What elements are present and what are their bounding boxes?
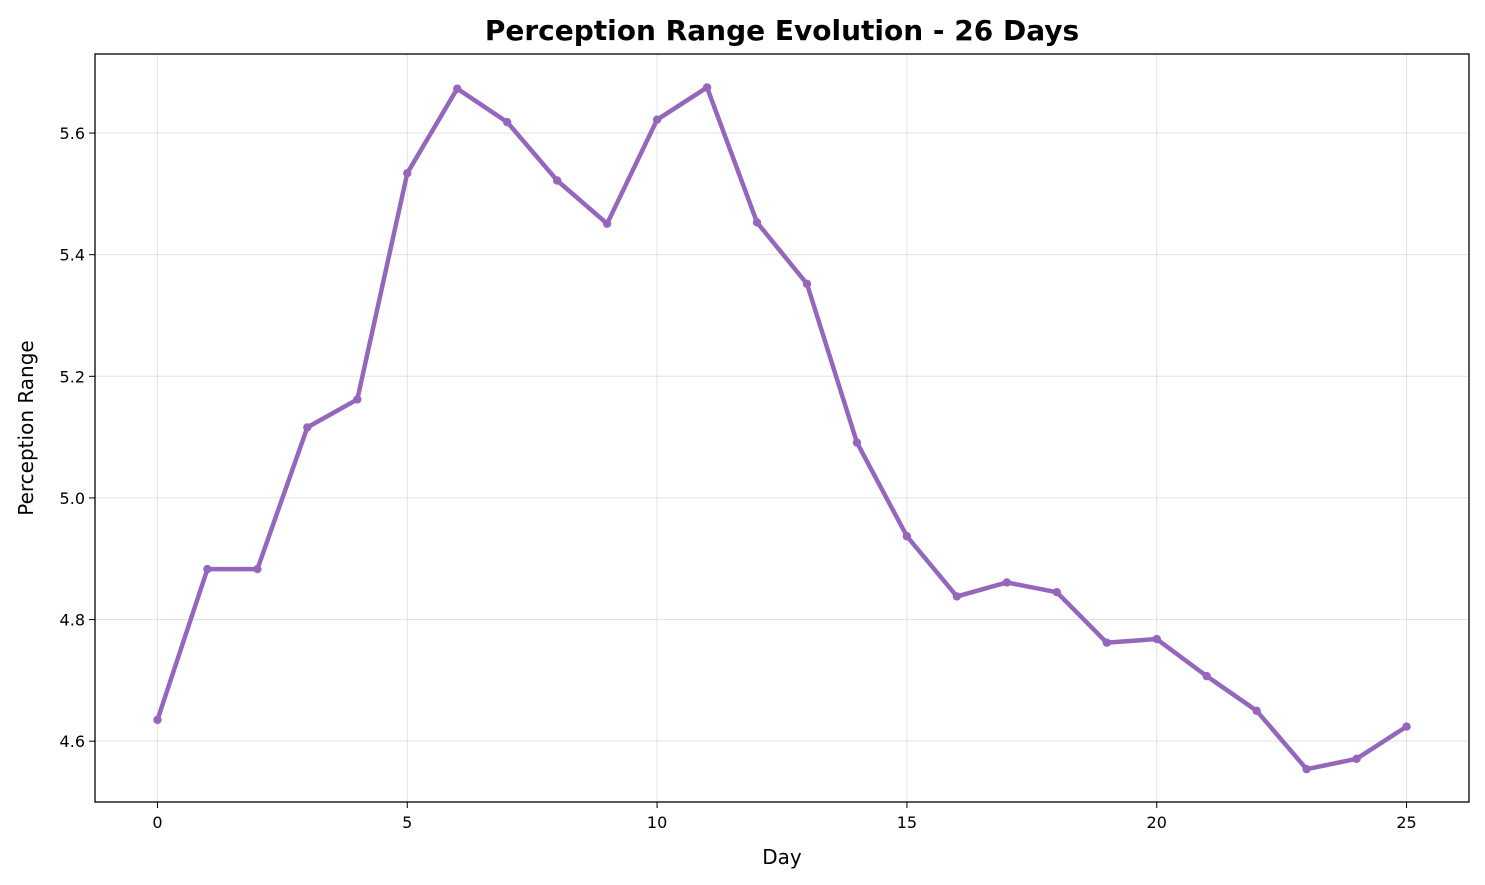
axis-ticks: 0 5 10 15 20 25 4.6 4.8 5.0 5.2 5.4 5.6 xyxy=(60,124,1417,832)
chart-title: Perception Range Evolution - 26 Days xyxy=(485,14,1079,47)
x-tick-label: 20 xyxy=(1147,813,1167,832)
y-tick-label: 5.4 xyxy=(60,246,85,265)
data-point xyxy=(952,592,962,601)
data-point xyxy=(852,438,862,447)
data-point xyxy=(1352,754,1361,764)
data-point xyxy=(1152,634,1161,644)
data-point xyxy=(702,83,712,92)
x-tick-label: 0 xyxy=(152,813,162,832)
data-point xyxy=(752,218,762,227)
data-point xyxy=(203,564,212,574)
series-line xyxy=(155,85,1409,772)
data-point xyxy=(503,117,512,127)
data-point xyxy=(802,279,812,289)
data-point xyxy=(1302,764,1311,774)
data-point xyxy=(303,423,312,432)
y-tick-label: 5.6 xyxy=(60,124,85,143)
data-point xyxy=(1202,671,1211,681)
x-axis-label: Day xyxy=(762,845,802,869)
data-point xyxy=(253,564,262,574)
y-tick-label: 5.2 xyxy=(60,367,85,386)
y-tick-label: 5.0 xyxy=(60,489,85,508)
data-point xyxy=(602,219,612,228)
data-point xyxy=(1052,587,1062,597)
data-point xyxy=(453,84,462,93)
data-point xyxy=(1402,722,1411,731)
data-point xyxy=(153,715,162,725)
series-layer xyxy=(153,83,1411,774)
data-point xyxy=(902,532,912,541)
x-tick-label: 25 xyxy=(1396,813,1416,832)
data-point xyxy=(552,176,562,185)
data-point xyxy=(353,395,362,404)
data-point xyxy=(1252,706,1261,715)
data-point xyxy=(403,168,412,178)
y-tick-label: 4.8 xyxy=(60,611,85,630)
grid xyxy=(95,54,1469,802)
x-tick-label: 15 xyxy=(897,813,917,832)
data-point xyxy=(652,115,662,124)
data-point xyxy=(1102,638,1111,647)
plot-frame xyxy=(94,53,1470,803)
x-tick-label: 5 xyxy=(402,813,412,832)
y-axis-label: Perception Range xyxy=(14,340,38,516)
data-point xyxy=(1002,578,1012,587)
x-tick-label: 10 xyxy=(647,813,667,832)
y-tick-label: 4.6 xyxy=(60,732,85,751)
